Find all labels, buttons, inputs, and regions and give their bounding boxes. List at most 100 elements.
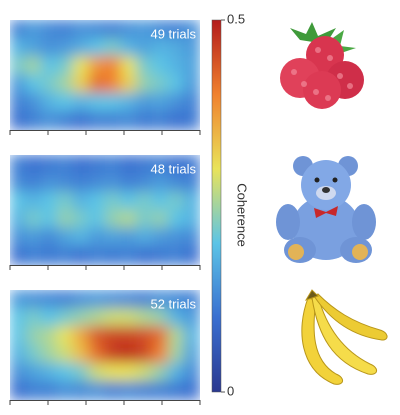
heatmap-cell — [104, 111, 122, 130]
heatmap-cell — [25, 20, 43, 39]
heatmap-cell — [120, 56, 138, 76]
heatmap-cell — [57, 246, 74, 265]
heatmap-cell — [136, 209, 153, 229]
heatmap-cell — [72, 37, 90, 58]
heatmap-cell — [41, 362, 58, 383]
heatmap-cell — [10, 344, 27, 364]
heatmap-cell — [136, 111, 153, 130]
heatmap-cell — [72, 362, 90, 383]
heatmap-cell — [41, 37, 58, 58]
heatmap-cell — [57, 290, 74, 309]
heatmap-cell — [183, 172, 200, 193]
heatmap-cell — [120, 92, 138, 113]
heatmap-panel — [10, 20, 200, 130]
heatmap-cell — [10, 172, 27, 193]
heatmap-cell — [152, 362, 169, 383]
heatmap-cell — [10, 111, 27, 130]
heatmap-cell — [152, 172, 169, 193]
heatmap-cell — [10, 56, 27, 76]
heatmap-cell — [10, 307, 27, 328]
heatmap-cell — [167, 290, 185, 309]
heatmap-cell — [25, 344, 43, 364]
heatmap-cell — [167, 307, 185, 328]
heatmap-cell — [183, 246, 200, 265]
heatmap-cell — [25, 209, 43, 229]
heatmap-cell — [88, 246, 106, 265]
heatmap-cell — [57, 56, 74, 76]
heatmap-cell — [136, 290, 153, 309]
heatmap-cell — [152, 307, 169, 328]
heatmap-cell — [41, 344, 58, 364]
heatmap-cell — [136, 326, 153, 346]
heatmap-cell — [104, 209, 122, 229]
heatmap-cell — [10, 20, 27, 39]
heatmap-cell — [183, 111, 200, 130]
heatmap-cell — [88, 56, 106, 76]
heatmap-cell — [25, 56, 43, 76]
heatmap-cell — [104, 74, 122, 94]
heatmap-cell — [41, 246, 58, 265]
heatmap-cell — [25, 37, 43, 58]
heatmap-cell — [136, 307, 153, 328]
heatmap-cell — [88, 172, 106, 193]
heatmap-cell — [41, 381, 58, 400]
heatmap-cell — [120, 246, 138, 265]
heatmap-cell — [88, 344, 106, 364]
heatmap-cell — [72, 172, 90, 193]
heatmap-cell — [167, 20, 185, 39]
heatmap-panel — [10, 290, 200, 400]
heatmap-cell — [104, 56, 122, 76]
heatmap-cell — [41, 172, 58, 193]
heatmap-cell — [25, 191, 43, 211]
heatmap-cell — [57, 111, 74, 130]
heatmap-cell — [104, 344, 122, 364]
heatmap-cell — [152, 246, 169, 265]
heatmap-cell — [72, 20, 90, 39]
heatmap-cell — [72, 74, 90, 94]
heatmap-cell — [120, 227, 138, 248]
heatmap-cell — [88, 307, 106, 328]
heatmap-cell — [104, 290, 122, 309]
heatmap-cell — [167, 362, 185, 383]
heatmap-cell — [72, 344, 90, 364]
heatmap-cell — [10, 246, 27, 265]
heatmap-cell — [167, 191, 185, 211]
heatmap-cell — [183, 209, 200, 229]
heatmap-cell — [152, 155, 169, 174]
heatmap-cell — [88, 209, 106, 229]
heatmap-cell — [136, 362, 153, 383]
heatmap-cell — [72, 56, 90, 76]
heatmap-cell — [25, 362, 43, 383]
heatmap-cell — [183, 74, 200, 94]
heatmap-cell — [88, 37, 106, 58]
colorbar-tick-label: 0.5 — [227, 11, 245, 26]
heatmap-cell — [104, 326, 122, 346]
heatmap-cell — [88, 290, 106, 309]
heatmap-cell — [120, 74, 138, 94]
heatmap-cell — [183, 56, 200, 76]
heatmap-cell — [41, 227, 58, 248]
heatmap-cell — [41, 92, 58, 113]
heatmap-cell — [41, 155, 58, 174]
heatmap-cell — [25, 74, 43, 94]
heatmap-cell — [167, 227, 185, 248]
heatmap-cell — [167, 74, 185, 94]
heatmap-cell — [25, 307, 43, 328]
heatmap-cell — [10, 381, 27, 400]
heatmap-cell — [120, 381, 138, 400]
heatmap-cell — [88, 111, 106, 130]
heatmap-cell — [152, 326, 169, 346]
heatmap-cell — [25, 92, 43, 113]
teddy-bear-image — [276, 156, 376, 263]
heatmap-cell — [25, 172, 43, 193]
heatmap-cell — [104, 37, 122, 58]
heatmap-cell — [25, 227, 43, 248]
heatmap-cell — [10, 74, 27, 94]
heatmap-cell — [167, 326, 185, 346]
heatmap-cell — [167, 155, 185, 174]
heatmap-cell — [104, 307, 122, 328]
heatmap-cells — [10, 290, 200, 400]
heatmap-cell — [72, 209, 90, 229]
heatmap-cell — [120, 290, 138, 309]
